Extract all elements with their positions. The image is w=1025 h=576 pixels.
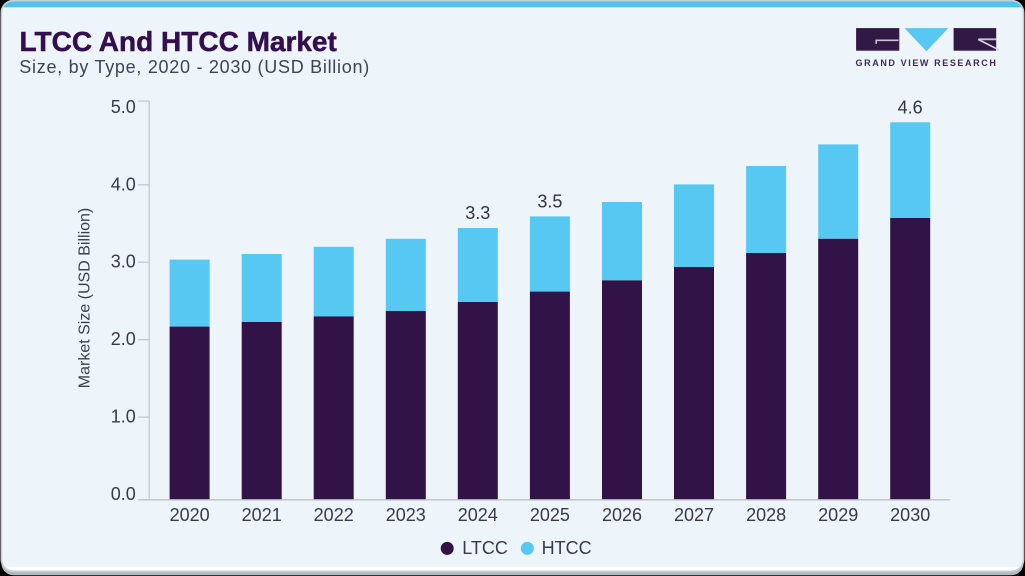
- svg-text:2022: 2022: [314, 505, 354, 525]
- svg-text:0.0: 0.0: [111, 484, 136, 504]
- svg-text:2028: 2028: [746, 505, 786, 525]
- svg-text:LTCC: LTCC: [462, 538, 508, 558]
- svg-text:1.0: 1.0: [111, 407, 136, 427]
- svg-text:2020: 2020: [170, 505, 210, 525]
- svg-text:4.6: 4.6: [898, 97, 923, 117]
- svg-text:2023: 2023: [386, 505, 426, 525]
- svg-text:2029: 2029: [818, 505, 858, 525]
- svg-text:5.0: 5.0: [111, 97, 136, 117]
- svg-text:HTCC: HTCC: [542, 538, 592, 558]
- svg-text:LTCC And HTCC Market: LTCC And HTCC Market: [20, 26, 337, 57]
- svg-text:Market Size (USD Billion): Market Size (USD Billion): [77, 208, 94, 388]
- svg-text:2021: 2021: [242, 505, 282, 525]
- svg-text:2026: 2026: [602, 505, 642, 525]
- svg-text:2024: 2024: [458, 505, 498, 525]
- svg-text:3.5: 3.5: [537, 191, 562, 211]
- svg-text:2025: 2025: [530, 505, 570, 525]
- svg-text:4.0: 4.0: [111, 174, 136, 194]
- svg-text:3.0: 3.0: [111, 252, 136, 272]
- svg-text:2030: 2030: [890, 505, 930, 525]
- svg-text:3.3: 3.3: [465, 203, 490, 223]
- svg-text:Size, by Type, 2020 - 2030 (US: Size, by Type, 2020 - 2030 (USD Billion): [19, 57, 370, 77]
- svg-text:2027: 2027: [674, 505, 714, 525]
- svg-text:GRAND VIEW RESEARCH: GRAND VIEW RESEARCH: [856, 58, 998, 68]
- svg-text:2.0: 2.0: [111, 329, 136, 349]
